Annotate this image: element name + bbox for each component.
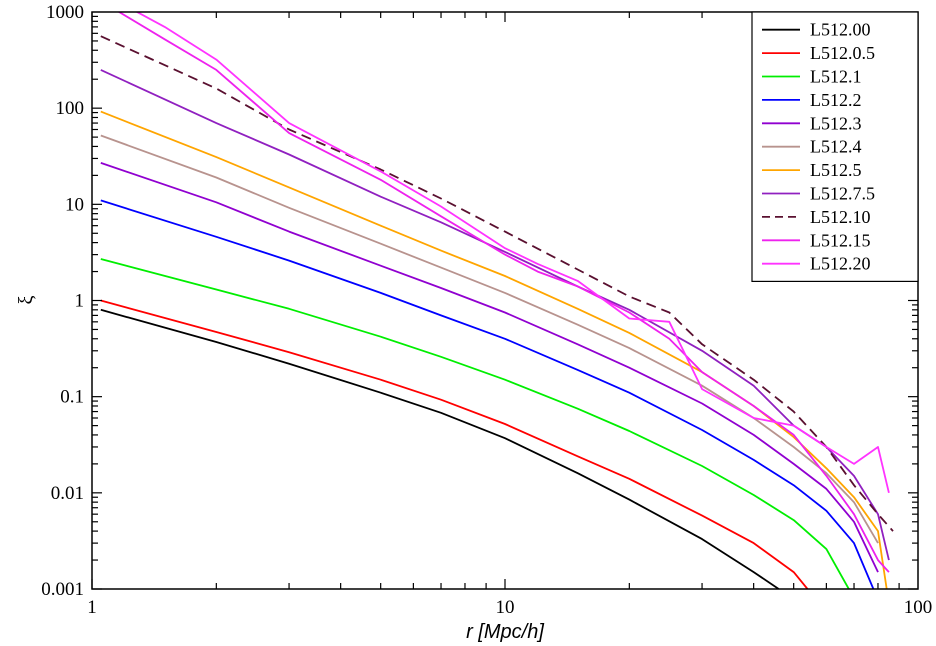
- y-tick-label: 0.001: [41, 579, 84, 600]
- series-line-L512.0.5: [100, 299, 809, 589]
- legend-label: L512.1: [810, 67, 862, 87]
- x-tick-label: 100: [904, 597, 933, 618]
- legend-label: L512.00: [810, 20, 871, 40]
- series-layer: [100, 12, 894, 589]
- y-axis-label: ξ: [15, 295, 37, 304]
- legend-label: L512.3: [810, 113, 862, 133]
- y-tick-label: 0.1: [60, 387, 84, 408]
- series-line-L512.00: [100, 308, 780, 589]
- legend: L512.00 L512.0.5 L512.1 L512.2 L512.3 L512.4 L…: [751, 11, 919, 282]
- series-line-L512.5: [100, 110, 888, 589]
- x-axis-label: r [Mpc/h]: [466, 621, 544, 643]
- legend-label: L512.2: [810, 90, 862, 110]
- y-tick-label: 10: [65, 194, 84, 215]
- legend-label: L512.5: [810, 160, 862, 180]
- y-tick-label: 1: [75, 291, 85, 312]
- legend-label: L512.20: [810, 254, 871, 274]
- tick-labels: 1 10 100 0.001 0.01 0.1 1 10 100 1000: [41, 2, 932, 618]
- legend-label: L512.10: [810, 207, 871, 227]
- x-tick-label: 10: [496, 597, 515, 618]
- series-line-L512.3: [100, 162, 879, 573]
- legend-label: L512.15: [810, 230, 871, 250]
- legend-label: L512.0.5: [810, 43, 875, 63]
- series-line-L512.7.5: [100, 69, 890, 561]
- legend-label: L512.4: [810, 137, 862, 157]
- series-line-L512.20: [135, 12, 890, 494]
- series-line-L512.10: [100, 35, 894, 532]
- x-tick-label: 1: [87, 597, 97, 618]
- series-line-L512.2: [100, 199, 875, 589]
- y-tick-label: 100: [56, 98, 85, 119]
- y-tick-label: 0.01: [51, 483, 84, 504]
- series-line-L512.1: [100, 258, 850, 589]
- plot-frame: [91, 11, 919, 590]
- legend-label: L512.7.5: [810, 184, 875, 204]
- y-tick-label: 1000: [46, 2, 84, 23]
